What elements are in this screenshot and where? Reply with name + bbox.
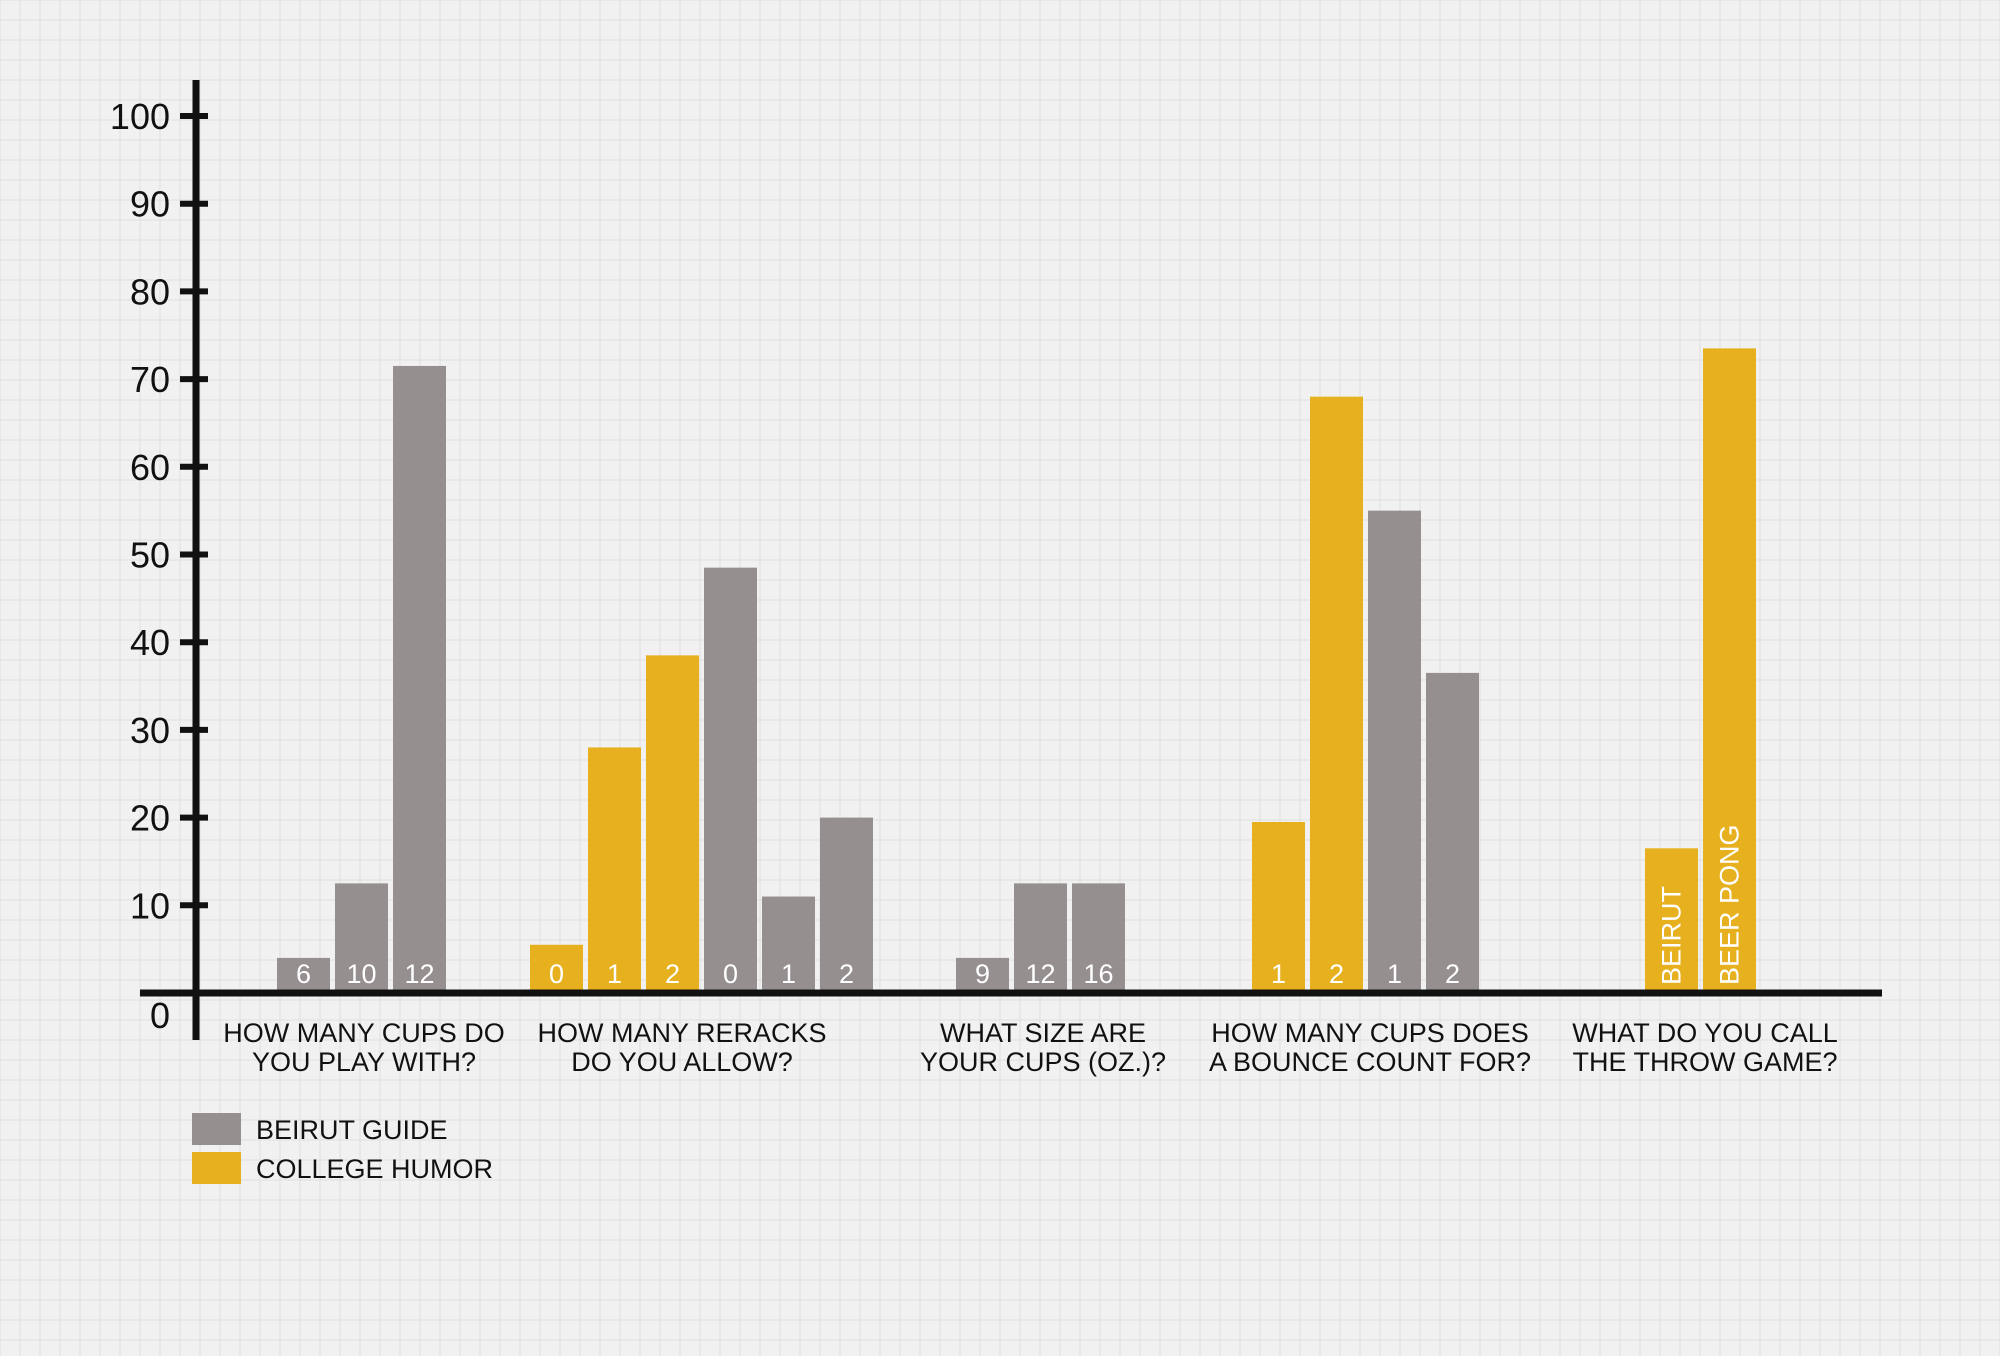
bar-value-label: 9	[975, 959, 990, 989]
bar-college-humor	[1703, 348, 1756, 993]
bar-beirut-guide	[1426, 672, 1479, 993]
legend-swatch-college-humor	[192, 1152, 241, 1184]
bar-value-label: 1	[607, 959, 622, 989]
y-tick-label: 10	[130, 885, 170, 926]
y-tick-label: 0	[150, 995, 170, 1036]
y-tick-label: 70	[130, 359, 170, 400]
bar-value-label: 2	[839, 959, 854, 989]
legend-label: COLLEGE HUMOR	[256, 1154, 493, 1184]
legend-label: BEIRUT GUIDE	[256, 1115, 448, 1145]
bar-beirut-guide	[277, 957, 330, 993]
bar-college-humor	[1252, 821, 1305, 993]
bar-value-label: 12	[404, 959, 434, 989]
bar-college-humor	[1645, 848, 1698, 993]
category-label: THE THROW GAME?	[1572, 1047, 1837, 1077]
bar-value-label: 1	[781, 959, 796, 989]
bar-value-label: 1	[1387, 959, 1402, 989]
bar-beirut-guide	[1368, 510, 1421, 993]
bar-value-label: 2	[1445, 959, 1460, 989]
category-label: HOW MANY RERACKS	[537, 1018, 826, 1048]
bar-beirut-guide	[704, 567, 757, 993]
y-tick-label: 80	[130, 271, 170, 312]
category-label: YOUR CUPS (OZ.)?	[920, 1047, 1166, 1077]
bar-college-humor	[530, 944, 583, 993]
bar-value-label: 6	[296, 959, 311, 989]
category-label: WHAT DO YOU CALL	[1572, 1018, 1838, 1048]
bar-beirut-guide	[1014, 883, 1067, 993]
bar-college-humor	[588, 747, 641, 993]
bar-value-label: BEER PONG	[1715, 824, 1745, 985]
category-label: YOU PLAY WITH?	[252, 1047, 476, 1077]
bar-value-label: 2	[665, 959, 680, 989]
bar-beirut-guide	[820, 817, 873, 993]
bar-beirut-guide	[335, 883, 388, 993]
bar-beirut-guide	[1072, 883, 1125, 993]
category-label: WHAT SIZE ARE	[940, 1018, 1146, 1048]
bar-beirut-guide	[393, 365, 446, 993]
category-label: A BOUNCE COUNT FOR?	[1209, 1047, 1531, 1077]
y-tick-label: 40	[130, 622, 170, 663]
bar-value-label: 1	[1271, 959, 1286, 989]
bar-value-label: 0	[549, 959, 564, 989]
y-tick-label: 90	[130, 184, 170, 225]
bar-value-label: 2	[1329, 959, 1344, 989]
legend-swatch-beirut-guide	[192, 1113, 241, 1145]
bar-value-label: 16	[1083, 959, 1113, 989]
bar-beirut-guide	[956, 957, 1009, 993]
bar-college-humor	[1310, 396, 1363, 993]
bar-value-label: 12	[1025, 959, 1055, 989]
y-tick-label: 100	[110, 96, 170, 137]
y-tick-label: 30	[130, 710, 170, 751]
bar-college-humor	[646, 655, 699, 993]
category-label: HOW MANY CUPS DOES	[1211, 1018, 1529, 1048]
bar-value-label: 0	[723, 959, 738, 989]
y-tick-label: 60	[130, 447, 170, 488]
y-tick-label: 50	[130, 535, 170, 576]
category-label: DO YOU ALLOW?	[571, 1047, 793, 1077]
bar-value-label: BEIRUT	[1657, 886, 1687, 985]
bar-beirut-guide	[762, 896, 815, 993]
y-tick-label: 20	[130, 798, 170, 839]
category-label: HOW MANY CUPS DO	[223, 1018, 505, 1048]
bar-value-label: 10	[346, 959, 376, 989]
